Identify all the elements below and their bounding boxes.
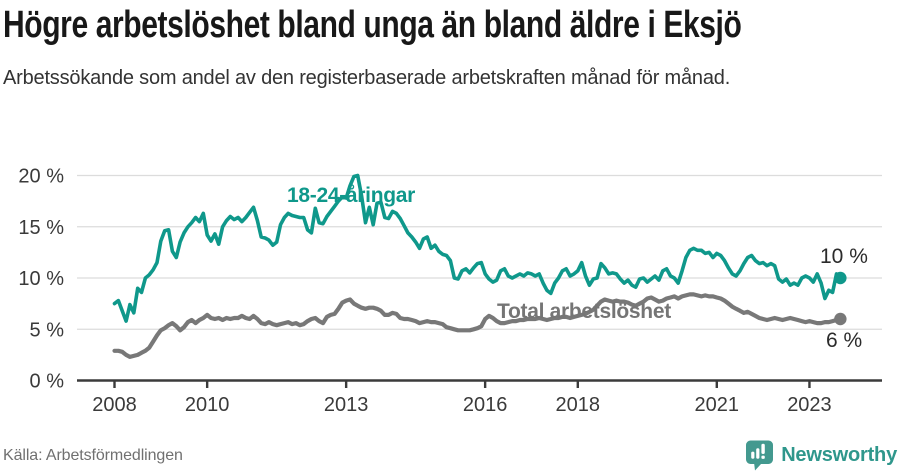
- end-value-label-total: 6 %: [826, 329, 863, 352]
- newsworthy-logo[interactable]: Newsworthy: [745, 439, 897, 471]
- y-axis-label: 5 %: [30, 319, 65, 341]
- newsworthy-wordmark: Newsworthy: [781, 443, 897, 466]
- x-axis-label: 2023: [787, 394, 832, 416]
- newsworthy-badge-icon: [746, 440, 774, 471]
- y-axis-label: 10 %: [18, 268, 64, 290]
- x-axis-label: 2018: [556, 394, 601, 416]
- y-axis-label: 15 %: [18, 217, 64, 239]
- y-axis-label: 0 %: [30, 371, 65, 393]
- end-value-label-youth: 10 %: [820, 245, 868, 268]
- plot-area: 0 % 5 % 10 % 15 % 20 % 2008 2010 2013 2016 2018 20…: [18, 166, 882, 416]
- series-label-youth: 18-24-åringar: [287, 184, 415, 207]
- x-axis-label: 2008: [92, 394, 137, 416]
- x-axis-label: 2016: [463, 394, 508, 416]
- total-end-dot: [834, 312, 847, 326]
- x-axis-label: 2021: [695, 394, 740, 416]
- series-label-total: Total arbetslöshet: [497, 300, 671, 323]
- youth-line: [112, 173, 843, 323]
- youth-end-dot: [834, 271, 847, 285]
- x-axis-label: 2010: [185, 394, 230, 416]
- page-title: Högre arbetslöshet bland unga än bland ä…: [3, 4, 742, 46]
- page-subtitle: Arbetssökande som andel av den registerb…: [3, 67, 731, 89]
- footer: Källa: Arbetsförmedlingen Newsworthy: [0, 438, 900, 474]
- x-axis-label: 2013: [324, 394, 369, 416]
- line-chart: 0 % 5 % 10 % 15 % 20 % 2008 2010 2013 2016 2018 20…: [0, 150, 900, 420]
- source-credit: Källa: Arbetsförmedlingen: [3, 447, 183, 464]
- y-axis-label: 20 %: [18, 166, 64, 188]
- total-line: [112, 292, 843, 359]
- header: Högre arbetslöshet bland unga än bland ä…: [3, 0, 900, 95]
